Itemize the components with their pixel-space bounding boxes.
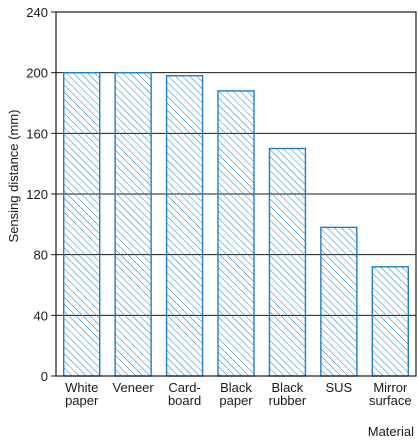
y-axis-ticks: 0 40 80 120 160 200 240 xyxy=(26,5,56,384)
x-category-label: paper xyxy=(219,393,253,408)
bar xyxy=(371,266,409,377)
x-category-label: Black xyxy=(220,380,252,395)
x-category-label: rubber xyxy=(269,393,307,408)
x-category-label: Veneer xyxy=(113,380,155,395)
y-tick-label: 0 xyxy=(41,369,48,384)
x-category-label: SUS xyxy=(325,380,352,395)
plot-frame xyxy=(55,11,417,377)
x-category-label: Mirror xyxy=(373,380,408,395)
bar xyxy=(114,71,152,377)
x-category-label: White xyxy=(65,380,98,395)
y-axis-label: Sensing distance (mm) xyxy=(6,110,21,243)
y-tick-label: 80 xyxy=(34,248,48,263)
bars xyxy=(63,71,409,377)
x-category-label: paper xyxy=(65,393,99,408)
y-tick-label: 200 xyxy=(26,66,48,81)
x-category-label: surface xyxy=(369,393,412,408)
y-tick-label: 160 xyxy=(26,126,48,141)
bar xyxy=(320,226,358,377)
bar xyxy=(63,71,101,377)
x-category-label: board xyxy=(168,393,201,408)
y-tick-label: 120 xyxy=(26,187,48,202)
bar xyxy=(217,90,255,377)
x-category-label: Black xyxy=(272,380,304,395)
y-tick-label: 240 xyxy=(26,5,48,20)
x-axis-label: Material xyxy=(368,424,414,439)
bar xyxy=(268,147,307,377)
x-category-label: Card- xyxy=(168,380,201,395)
y-tick-label: 40 xyxy=(34,308,48,323)
bar xyxy=(165,74,204,377)
